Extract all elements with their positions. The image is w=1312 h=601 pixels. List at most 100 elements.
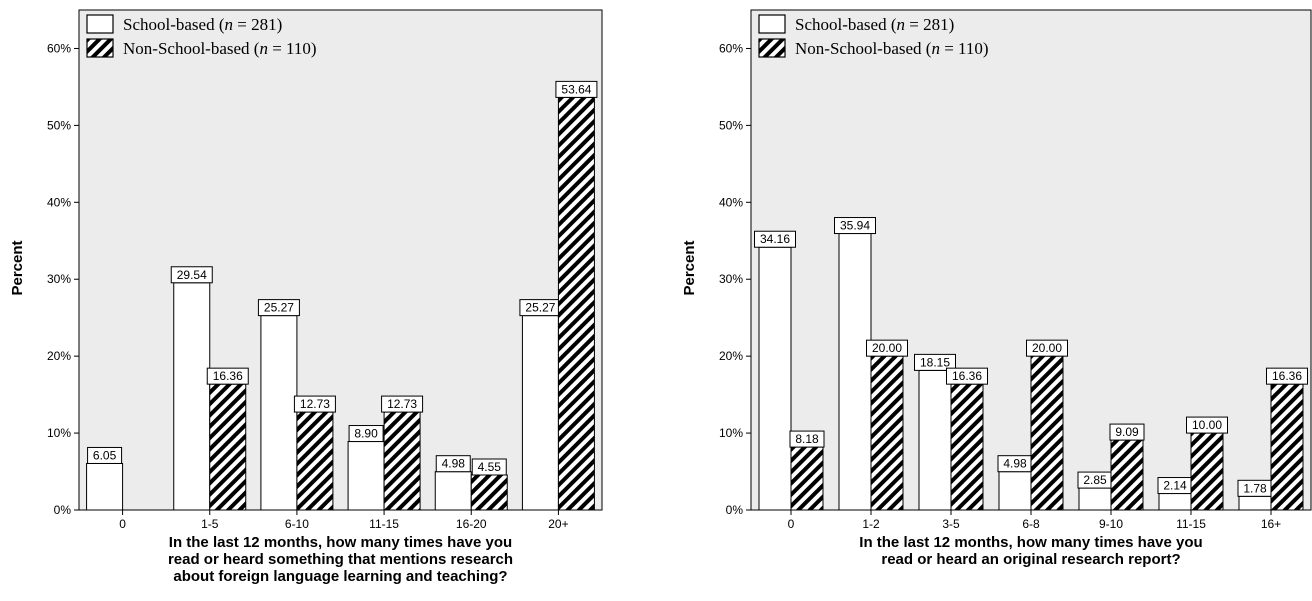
x-tick-label: 0 [119, 517, 126, 531]
bar-school [918, 369, 952, 511]
x-tick-label: 6-8 [1022, 517, 1040, 531]
bar-nonschool [790, 446, 824, 511]
data-label-box [1026, 339, 1068, 357]
data-label: 6.05 [93, 448, 117, 462]
y-tick-label: 50% [47, 118, 71, 132]
y-tick-label: 20% [47, 349, 71, 363]
data-label: 25.27 [264, 301, 294, 315]
x-axis-label: In the last 12 months, how many times ha… [859, 534, 1202, 568]
y-tick-label: 10% [719, 426, 743, 440]
data-label: 9.09 [1115, 425, 1139, 439]
data-label: 1.78 [1243, 481, 1267, 495]
bar-nonschool [1270, 383, 1304, 511]
y-tick-label: 40% [47, 195, 71, 209]
x-tick-label: 20+ [548, 517, 568, 531]
data-label-box [170, 266, 213, 284]
y-tick-label: 40% [719, 195, 743, 209]
x-tick-label: 0 [788, 517, 795, 531]
bar-nonschool [383, 411, 421, 511]
legend-entry: School-based (n = 281) [123, 15, 282, 34]
x-tick-label: 11-15 [369, 517, 399, 531]
bar-school [838, 233, 872, 511]
bar-school [260, 315, 298, 511]
data-label-box [87, 446, 123, 464]
chart-right: 0% 10% 20% 30% 40% 50% 60% Percent 0 34.16 8.18 1-2… [681, 9, 1312, 568]
data-label: 53.64 [561, 82, 591, 96]
data-label: 25.27 [525, 301, 555, 315]
data-label-box [789, 430, 825, 448]
data-label-box [1266, 367, 1308, 385]
bar-school [998, 471, 1032, 511]
data-label: 20.00 [872, 341, 902, 355]
y-tick-label: 50% [719, 118, 743, 132]
bar-nonschool [557, 96, 595, 511]
y-tick-label: 0% [54, 503, 72, 517]
data-label: 35.94 [840, 219, 870, 233]
y-tick-label: 20% [719, 349, 743, 363]
data-label-box [257, 299, 300, 317]
y-tick-label: 0% [726, 503, 744, 517]
data-label: 8.18 [795, 432, 819, 446]
legend-swatch [758, 38, 786, 58]
data-label-box [381, 395, 424, 413]
data-label: 10.00 [1192, 418, 1222, 432]
bar-school [434, 471, 472, 511]
data-label: 12.73 [387, 397, 417, 411]
legend-entry: School-based (n = 281) [795, 15, 954, 34]
y-tick-label: 60% [47, 41, 71, 55]
y-tick-label: 60% [719, 41, 743, 55]
data-label: 2.14 [1163, 479, 1187, 493]
chart-left: 0% 10% 20% 30% 40% 50% 60% Percent 0 6.05 1-5 29.54… [9, 9, 603, 585]
bar-school [1238, 495, 1272, 511]
bar-nonschool [296, 411, 334, 511]
bar-nonschool [1190, 432, 1224, 511]
bar-school [173, 282, 211, 511]
x-tick-label: 16-20 [456, 517, 487, 531]
bar-school [758, 246, 792, 511]
bar-nonschool [1030, 355, 1064, 511]
y-axis-label: Percent [9, 240, 26, 295]
x-tick-label: 16+ [1261, 517, 1281, 531]
data-label-box [946, 367, 988, 385]
x-tick-label: 3-5 [942, 517, 960, 531]
y-tick-label: 30% [719, 272, 743, 286]
data-label: 16.36 [213, 369, 243, 383]
data-label-box [914, 353, 956, 371]
data-label-box [348, 425, 384, 443]
bar-school [86, 462, 124, 511]
data-label: 12.73 [300, 397, 330, 411]
data-label: 29.54 [177, 268, 207, 282]
data-label-box [866, 339, 908, 357]
data-label: 4.98 [442, 457, 466, 471]
data-label: 2.85 [1083, 473, 1107, 487]
legend-swatch [86, 14, 114, 34]
x-axis-label: In the last 12 months, how many times ha… [168, 534, 513, 585]
x-tick-label: 11-15 [1176, 517, 1206, 531]
bar-nonschool [209, 383, 247, 511]
data-label: 4.55 [478, 460, 502, 474]
bar-nonschool [950, 383, 984, 511]
data-label-box [754, 230, 796, 248]
y-tick-label: 10% [47, 426, 71, 440]
bar-school [1078, 487, 1112, 511]
data-label-box [1186, 416, 1228, 434]
y-tick-label: 30% [47, 272, 71, 286]
bar-school [521, 315, 559, 511]
legend-swatch [758, 14, 786, 34]
data-label-box [1109, 423, 1145, 441]
data-label: 8.90 [354, 427, 378, 441]
data-label-box [206, 367, 249, 385]
bar-school [347, 441, 385, 511]
bar-nonschool [870, 355, 904, 511]
data-label-box [834, 217, 876, 235]
legend-swatch [86, 38, 114, 58]
data-label: 18.15 [920, 355, 950, 369]
legend-entry: Non-School-based (n = 110) [123, 39, 317, 58]
x-tick-label: 1-2 [862, 517, 880, 531]
data-label: 4.98 [1003, 457, 1027, 471]
bar-nonschool [1110, 439, 1144, 511]
bar-school [1158, 493, 1192, 511]
data-label-box [435, 455, 471, 473]
x-tick-label: 9-10 [1099, 517, 1123, 531]
data-label: 16.36 [952, 369, 982, 383]
